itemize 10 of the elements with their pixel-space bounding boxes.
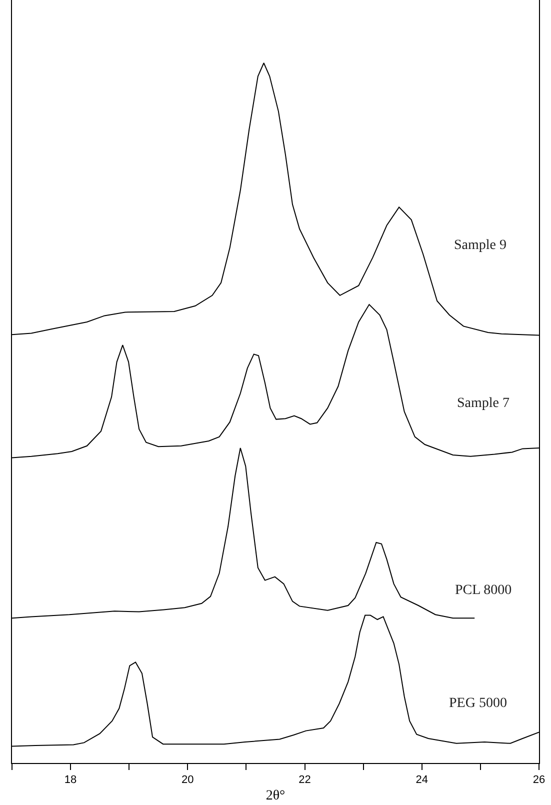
x-tick-label: 24 bbox=[416, 774, 428, 786]
x-tick-label: 20 bbox=[182, 774, 194, 786]
text: PEG 5000 bbox=[449, 696, 507, 711]
x-tick-label: 22 bbox=[298, 774, 311, 786]
x-tick-label: 18 bbox=[64, 774, 77, 786]
text: Sample 7 bbox=[457, 396, 510, 411]
x-tick-label: 26 bbox=[532, 774, 546, 786]
series-label: PCL 8000 bbox=[455, 583, 512, 598]
x-axis-title: 2θ° bbox=[266, 788, 286, 804]
text: Sample 9 bbox=[454, 238, 506, 253]
